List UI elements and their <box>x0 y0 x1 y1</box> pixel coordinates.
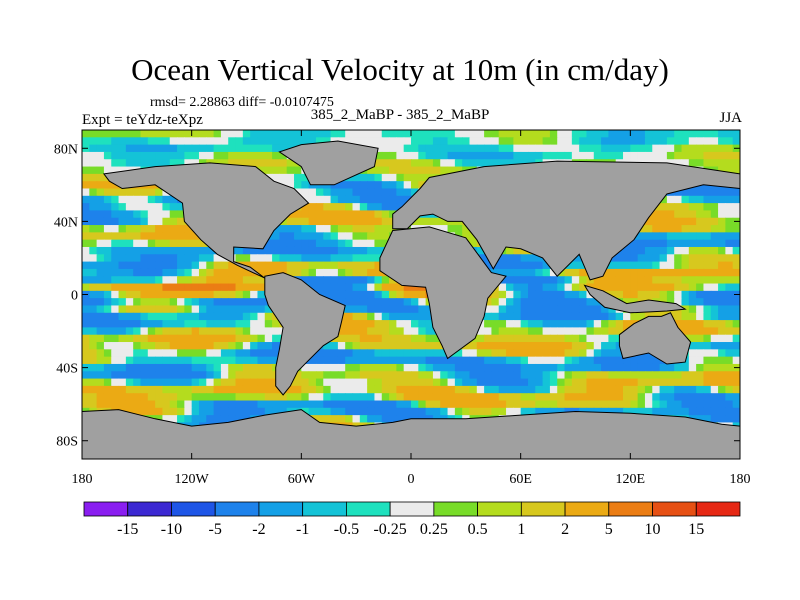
colorbar-label: 0.5 <box>468 521 488 538</box>
y-tick-label: 0 <box>71 289 78 304</box>
chart-title: Ocean Vertical Velocity at 10m (in cm/da… <box>131 52 669 87</box>
colorbar-swatch <box>433 501 479 517</box>
colorbar-swatch <box>695 501 741 517</box>
x-tick-label: 60E <box>509 472 532 487</box>
experiment-label: Expt = teYdz-teXpz <box>82 112 203 128</box>
colorbar-label: -2 <box>252 521 265 538</box>
colorbar-label: 10 <box>645 521 661 538</box>
colorbar-label: -5 <box>209 521 222 538</box>
colorbar-label: -15 <box>117 521 138 538</box>
land-mass-3 <box>392 160 740 281</box>
x-tick-label: 180 <box>730 472 751 487</box>
colorbar-swatch <box>258 501 304 517</box>
plot-area <box>82 130 740 459</box>
season-label: JJA <box>719 110 742 126</box>
land-mass-5 <box>102 162 310 279</box>
colorbar-swatch <box>608 501 653 517</box>
land-masses <box>82 140 740 459</box>
colorbar-label: 0.25 <box>420 521 448 538</box>
stats-label: rmsd= 2.28863 diff= -0.0107475 <box>150 95 334 110</box>
x-tick-label: 120E <box>616 472 646 487</box>
y-tick-label: 80S <box>56 435 78 450</box>
colorbar-label: -0.25 <box>373 521 406 538</box>
land-mass-1 <box>264 272 346 396</box>
colorbar-label: 1 <box>517 521 525 538</box>
colorbar-label: -10 <box>161 521 182 538</box>
colorbar-swatch <box>520 501 566 517</box>
colorbar-swatch <box>83 501 129 517</box>
y-tick-label: 40N <box>54 215 78 230</box>
comparison-label: 385_2_MaBP - 385_2_MaBP <box>310 107 490 123</box>
colorbar: -15 -10 -5 -2 -1 -0.5 -0.25 0.25 0.5 1 2 5 10 15 <box>83 501 741 538</box>
colorbar-swatch <box>652 501 697 517</box>
colorbar-label: -0.5 <box>334 521 359 538</box>
x-tick-label: 60W <box>288 472 316 487</box>
y-tick-label: 40S <box>56 362 78 377</box>
colorbar-swatch <box>345 501 391 517</box>
colorbar-swatch <box>389 501 435 517</box>
colorbar-swatch <box>477 501 522 517</box>
colorbar-swatch <box>302 501 347 517</box>
x-tick-label: 0 <box>408 472 415 487</box>
land-mass-6 <box>278 140 379 186</box>
colorbar-swatch <box>127 501 172 517</box>
colorbar-swatch <box>564 501 610 517</box>
y-tick-label: 80N <box>54 142 78 157</box>
colorbar-swatch <box>171 501 216 517</box>
land-mass-2 <box>379 226 507 360</box>
axes: 180 120W 60W 0 60E 120E 180 80N 40N 0 40S 80S <box>54 130 751 487</box>
colorbar-label: 15 <box>688 521 704 538</box>
colorbar-label: -1 <box>296 521 309 538</box>
x-tick-label: 120W <box>175 472 210 487</box>
colorbar-label: 5 <box>605 521 613 538</box>
land-mass-7 <box>583 284 687 314</box>
colorbar-label: 2 <box>561 521 569 538</box>
land-mass-4 <box>618 312 692 365</box>
x-tick-label: 180 <box>72 472 93 487</box>
land-mass-0 <box>82 409 740 459</box>
colorbar-swatch <box>214 501 260 517</box>
